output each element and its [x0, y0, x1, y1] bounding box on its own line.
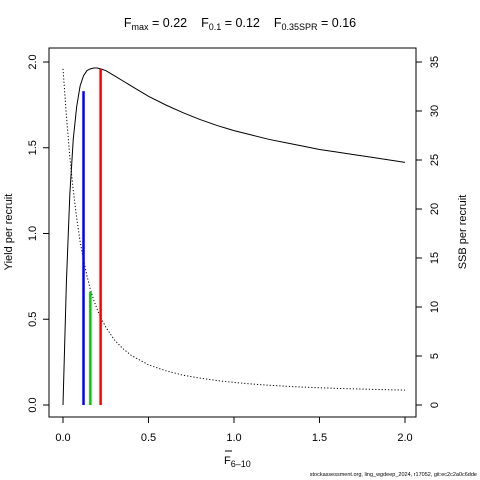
ssb-per-recruit-line	[62, 68, 406, 391]
chart-title: Fmax = 0.22 F0.1 = 0.12 F0.35SPR = 0.16	[124, 16, 356, 32]
y-left-tick-label: 0.0	[27, 397, 39, 412]
x-axis-title: F6–10	[224, 455, 251, 469]
y-right-tick-label: 25	[429, 154, 441, 166]
y-left-tick-label: 2.0	[27, 54, 39, 69]
y-axis-left-title: Yield per recruit	[3, 194, 15, 271]
y-right-tick-label: 20	[429, 203, 441, 215]
x-axis-title-group: F6–10	[224, 450, 251, 469]
y-right-tick-label: 0	[429, 402, 441, 408]
y-axis-left: 0.0 0.5 1.0 1.5 2.0	[27, 54, 50, 413]
y-axis-right: 0 5 10 15 20 25 30 35	[415, 56, 441, 408]
y-right-tick-label: 10	[429, 301, 441, 313]
y-right-tick-label: 15	[429, 252, 441, 264]
title-f035-label: F	[274, 16, 282, 30]
x-tick-label: 1.5	[312, 432, 327, 444]
footer-note: stockassessment.org, ling_wgdeep_2024, r…	[310, 472, 477, 478]
title-fmax-label: F	[124, 16, 132, 30]
x-tick-label: 0.0	[55, 432, 70, 444]
series-layer	[62, 67, 406, 406]
y-right-tick-label: 35	[429, 56, 441, 68]
x-axis-title-sub: 6–10	[231, 459, 251, 469]
title-f01-label: F	[201, 16, 209, 30]
yield-per-recruit-line	[62, 67, 406, 406]
title-f035-value: = 0.16	[318, 16, 357, 30]
title-f035-sub: 0.35SPR	[282, 22, 319, 32]
y-right-tick-label: 5	[429, 353, 441, 359]
x-tick-label: 2.0	[397, 432, 412, 444]
y-right-tick-label: 30	[429, 105, 441, 117]
title-fmax-sub: max	[132, 22, 150, 32]
y-left-tick-label: 1.5	[27, 140, 39, 155]
title-fmax-value: = 0.22	[149, 16, 188, 30]
x-tick-label: 1.0	[226, 432, 241, 444]
title-f01-value: = 0.12	[221, 16, 260, 30]
reference-lines-layer	[82, 68, 102, 405]
y-axis-right-title: SSB per recruit	[457, 195, 469, 270]
title-f01-sub: 0.1	[209, 22, 222, 32]
y-left-tick-label: 1.0	[27, 226, 39, 241]
plot-frame	[48, 47, 417, 418]
y-left-tick-label: 0.5	[27, 312, 39, 327]
x-axis-title-main: F	[224, 455, 231, 467]
x-axis: 0.0 0.5 1.0 1.5 2.0	[55, 416, 413, 444]
x-tick-label: 0.5	[141, 432, 156, 444]
